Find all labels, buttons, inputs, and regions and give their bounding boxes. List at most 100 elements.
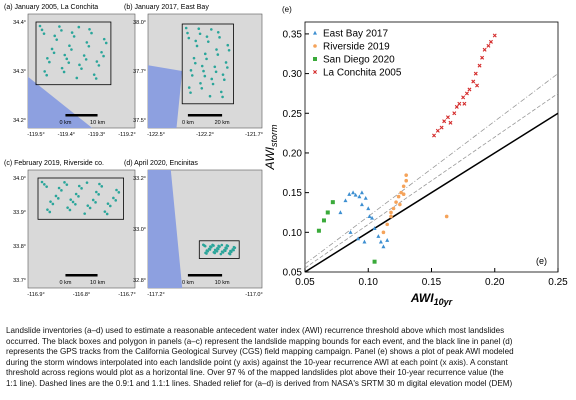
landslide-dot (232, 248, 235, 252)
point (482, 47, 487, 52)
landslide-dot (226, 43, 230, 47)
landslide-dot (60, 29, 63, 32)
landslide-dot (68, 208, 72, 212)
landslide-dot (200, 87, 204, 90)
landslide-dot (80, 187, 83, 190)
mapping-bounds (198, 240, 240, 259)
legend-marker (313, 57, 317, 61)
legend-marker (313, 44, 317, 48)
legend-marker (313, 70, 317, 74)
landslide-dot (46, 208, 49, 211)
landslide-dot (87, 44, 91, 48)
point (477, 63, 482, 68)
ocean (148, 65, 183, 128)
landslide-dot (56, 197, 60, 200)
landslide-dot (210, 77, 214, 81)
legend-marker (313, 30, 317, 35)
point (385, 238, 390, 242)
landslide-dot (60, 189, 63, 192)
landslide-dot (213, 251, 217, 255)
landslide-dot (94, 201, 97, 204)
map-x-tick-label: -119.3° (88, 132, 105, 138)
map-x-tick-label: -122.2° (196, 132, 214, 138)
mapping-bounds (181, 23, 234, 105)
point (461, 95, 466, 100)
landslide-dot (68, 44, 71, 47)
point (435, 128, 440, 133)
landslide-dot (208, 248, 212, 251)
y-label-main: AWI (263, 146, 277, 170)
landslide-dot (189, 91, 192, 94)
point (396, 194, 401, 199)
landslide-dot (195, 44, 199, 48)
landslide-dot (97, 193, 100, 196)
landslide-dot (49, 200, 52, 203)
point (404, 173, 409, 177)
landslide-dot (77, 195, 80, 198)
landslide-dot (187, 86, 191, 89)
point (452, 111, 457, 116)
map-x-tick-label: -122.5° (147, 132, 165, 138)
point (381, 230, 386, 235)
point (372, 226, 377, 230)
x-tick-label: 0.20 (485, 277, 505, 288)
landslide-dot (218, 36, 221, 39)
landslide-dot (54, 194, 58, 198)
landslide-dot (194, 39, 198, 43)
landslide-dot (192, 56, 196, 60)
map-x-tick-label: -119.2° (118, 132, 135, 138)
landslide-dot (103, 210, 107, 213)
landslide-dot (75, 76, 79, 80)
landslide-dot (48, 60, 51, 64)
landslide-dot (100, 50, 103, 54)
landslide-dot (216, 247, 220, 251)
point (473, 71, 478, 76)
plot-area (305, 33, 558, 272)
landslide-dot (206, 40, 210, 43)
inner-panel-label: (e) (536, 256, 547, 266)
landslide-dot (218, 245, 221, 248)
x-tick-label: 0.25 (548, 277, 568, 288)
landslide-dot (226, 66, 229, 69)
point (467, 87, 472, 92)
landslide-dot (65, 57, 69, 61)
point (316, 228, 321, 233)
map-y-tick-label: 32.8° (133, 278, 146, 284)
x-label-main: AWI (410, 291, 434, 305)
landslide-dot (63, 181, 66, 184)
map-x-tick-label: -116.8° (73, 292, 90, 298)
x-tick-label: 0.10 (359, 277, 379, 288)
point (394, 200, 398, 204)
landslide-dot (43, 183, 46, 186)
landslide-dot (228, 252, 232, 256)
x-tick-label: 0.15 (422, 277, 442, 288)
landslide-dot (208, 94, 212, 98)
figure: (e) (a) January 2005, La Conchita 34.4° 34… (4, 4, 568, 307)
point (357, 194, 362, 199)
landslide-dot (210, 28, 213, 31)
landslide-dot (97, 64, 101, 67)
caption-line: Landslide inventories (a–d) used to esti… (6, 326, 505, 335)
point (471, 79, 476, 84)
landslide-dot (55, 38, 59, 41)
point (330, 200, 335, 205)
point (464, 91, 469, 96)
landslide-dot (221, 73, 225, 76)
caption-line: occurred. The black boxes and polygon in… (6, 336, 513, 346)
landslide-dot (58, 25, 61, 28)
landslide-dot (193, 61, 197, 65)
landslide-dot (48, 210, 52, 214)
landslide-dot (66, 206, 69, 209)
y-tick-label: 0.10 (283, 228, 303, 239)
landslide-dot (209, 245, 213, 249)
landslide-dot (69, 198, 73, 201)
landslide-dot (40, 28, 44, 32)
caption-line: threshold across regions would plot as a… (6, 368, 504, 378)
point (356, 236, 361, 241)
y-tick-label: 0.30 (283, 69, 303, 80)
landslide-dot (105, 212, 109, 216)
x-axis-label: AWI10yr (410, 291, 453, 307)
landslide-dot (80, 67, 83, 70)
landslide-dot (102, 54, 105, 58)
